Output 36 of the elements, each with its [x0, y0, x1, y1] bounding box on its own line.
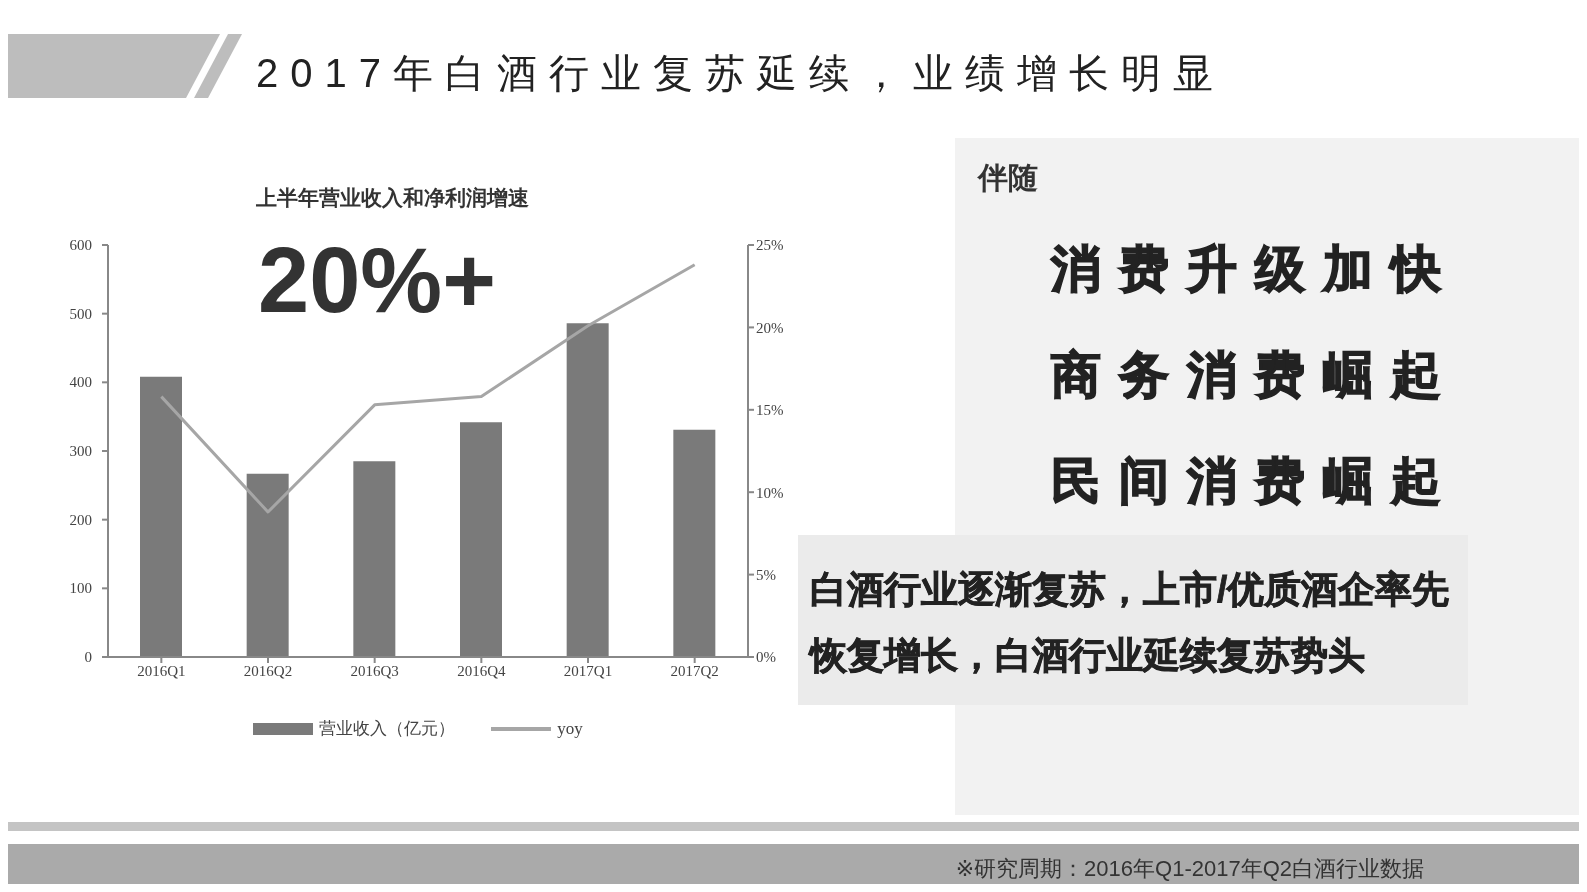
x-tick-label: 2016Q3	[350, 662, 399, 679]
y2-tick-label: 5%	[756, 566, 776, 583]
bar	[673, 429, 716, 657]
bar	[246, 473, 289, 657]
text: 伴随	[978, 160, 1038, 196]
y2-tick-label: 0%	[756, 649, 776, 666]
y-tick-label: 100	[69, 580, 92, 597]
annotation: 20%+	[258, 229, 496, 332]
text: ※研究周期：2016年Q1-2017年Q2白酒行业数据	[955, 855, 1424, 883]
y-tick-label: 0	[84, 649, 92, 665]
bar	[566, 323, 609, 657]
chart-title: 2017年白酒行业复苏延续，业绩增长明显	[256, 50, 1225, 97]
text: 商务消费崛起	[1051, 346, 1459, 405]
text: 白酒行业逐渐复苏，上市/优质酒企率先恢复增长，白酒行业延续复苏势头	[798, 535, 1468, 705]
legend-label: yoy	[557, 718, 583, 739]
text: 消费升级加快	[1051, 240, 1459, 299]
x-tick-label: 2017Q1	[563, 662, 613, 679]
bar	[140, 376, 182, 657]
y-tick-label: 600	[69, 237, 92, 253]
text: 民间消费崛起	[1051, 452, 1459, 511]
y-tick-label: 300	[69, 443, 92, 459]
x-tick-label: 2017Q2	[670, 662, 719, 679]
bar	[353, 461, 396, 657]
x-tick-label: 2016Q4	[457, 662, 506, 679]
y-tick-label: 500	[69, 305, 92, 322]
y2-tick-label: 10%	[756, 484, 784, 501]
x-tick-label: 2016Q1	[137, 662, 186, 679]
legend-label: 营业收入（亿元）	[319, 718, 456, 740]
y-tick-label: 400	[69, 374, 92, 391]
y2-tick-label: 25%	[756, 237, 784, 254]
y2-tick-label: 20%	[756, 319, 784, 336]
chart-subtitle: 上半年营业收入和净利润增速	[256, 185, 529, 211]
bar	[460, 422, 502, 657]
x-tick-label: 2016Q2	[243, 662, 293, 679]
y2-tick-label: 15%	[756, 402, 784, 419]
y-tick-label: 200	[69, 511, 92, 528]
